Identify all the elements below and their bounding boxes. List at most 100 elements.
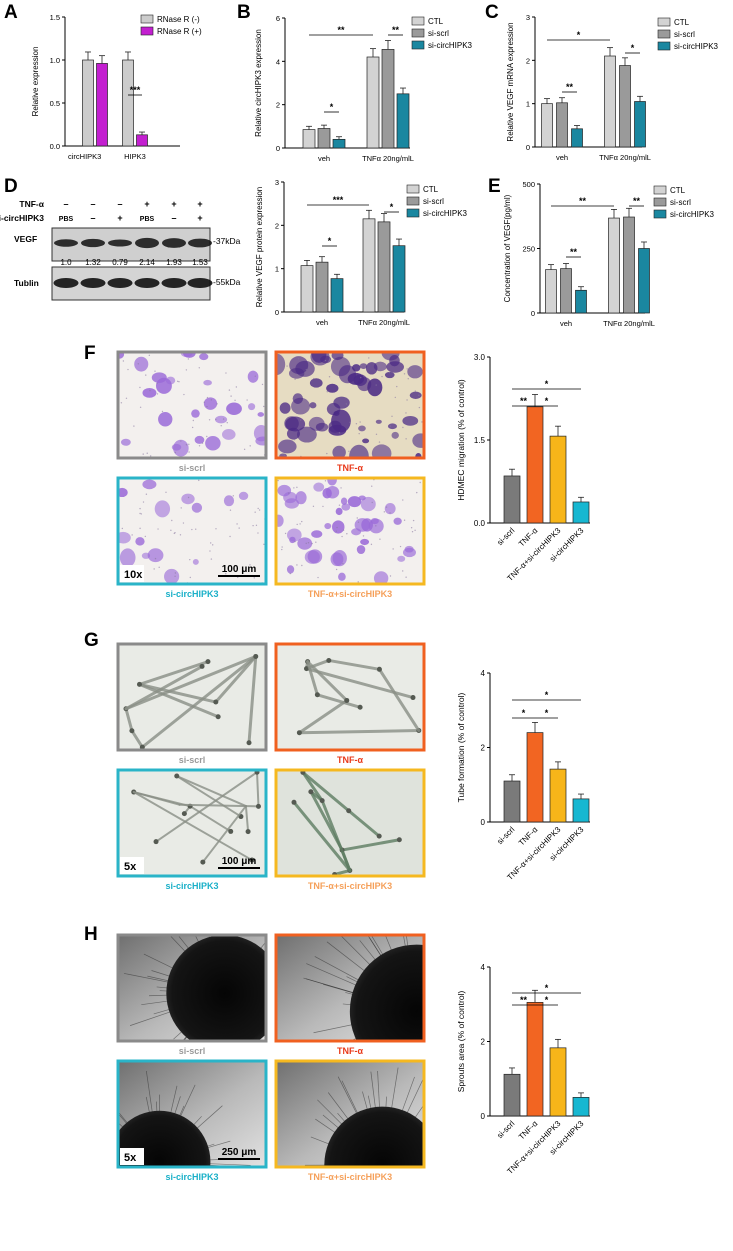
bar xyxy=(396,93,410,149)
legend-swatch xyxy=(140,26,154,36)
sprout xyxy=(154,1161,160,1167)
blot-row-label-si: si-circHIPK3 xyxy=(0,213,44,223)
tube-segment xyxy=(301,770,351,813)
pore-dot xyxy=(246,399,248,401)
panel-label-d: D xyxy=(4,176,18,197)
scale-bar-label: 100 μm xyxy=(222,856,257,867)
sprout xyxy=(416,1011,424,1022)
sprout xyxy=(416,1007,424,1012)
stained-cell xyxy=(257,412,265,417)
pore-dot xyxy=(414,390,417,392)
scale-bar-label: 250 μm xyxy=(222,1147,257,1158)
pore-dot xyxy=(263,405,265,408)
stained-cell xyxy=(279,402,291,414)
bar xyxy=(549,768,567,823)
pore-dot xyxy=(182,522,185,524)
blot-quant-value: 1.93 xyxy=(166,258,182,267)
x-tick-label: TNFα 20ng/mlL xyxy=(603,319,655,328)
sprout xyxy=(382,1164,387,1167)
tube-node xyxy=(410,695,416,701)
legend-label: si-scrl xyxy=(428,29,449,38)
blot-tnf-sign: – xyxy=(63,199,68,209)
stained-cell xyxy=(147,548,164,563)
stained-cell xyxy=(313,482,325,492)
stained-cell xyxy=(291,397,310,415)
stained-cell xyxy=(247,370,259,383)
tube-segment xyxy=(137,660,210,686)
sprout xyxy=(150,1161,160,1167)
pore-dot xyxy=(356,517,358,519)
stained-cell xyxy=(356,545,366,554)
significance-marker: ** xyxy=(579,196,587,206)
pore-dot xyxy=(161,410,164,413)
pore-dot xyxy=(301,564,303,567)
pore-dot xyxy=(140,513,143,515)
pore-dot xyxy=(142,501,145,503)
pore-dot xyxy=(322,505,324,508)
micrograph-label: TNF-α xyxy=(337,755,363,765)
pore-dot xyxy=(336,526,338,529)
pore-dot xyxy=(144,535,147,538)
pore-dot xyxy=(206,405,208,408)
pore-dot xyxy=(389,512,391,514)
pore-dot xyxy=(206,396,209,399)
pore-dot xyxy=(139,406,142,408)
y-tick-label: 0 xyxy=(481,1112,486,1121)
tube-segment xyxy=(130,729,144,749)
pore-dot xyxy=(145,374,147,376)
y-tick-label: 0 xyxy=(526,143,530,152)
stained-cell xyxy=(120,438,131,446)
pore-dot xyxy=(412,519,415,522)
sprout xyxy=(156,1161,160,1167)
micrograph-label: TNF-α+si-circHIPK3 xyxy=(308,881,392,891)
micrograph-content xyxy=(118,644,266,750)
pore-dot xyxy=(210,399,213,401)
stained-cell xyxy=(194,435,205,444)
stained-cell xyxy=(134,356,149,372)
pore-dot xyxy=(389,575,392,577)
significance-marker: ** xyxy=(520,995,528,1005)
legend-label: CTL xyxy=(428,17,444,26)
tube-node xyxy=(136,681,142,687)
pore-dot xyxy=(254,375,256,377)
pore-dot xyxy=(178,381,180,383)
stained-cell xyxy=(295,491,307,505)
pore-dot xyxy=(188,443,190,446)
y-tick-label: 4 xyxy=(481,963,486,972)
tube-node xyxy=(153,839,159,845)
panelA-chart: 0.0 0.5 1.0 1.5 Relative expression circHIPK3… xyxy=(31,13,202,161)
micrograph-label: TNF-α+si-circHIPK3 xyxy=(308,589,392,599)
tube-segment xyxy=(140,654,258,749)
micrograph-content xyxy=(276,1061,424,1167)
tube-node xyxy=(174,773,180,779)
kda-label-55: -55kDa xyxy=(213,277,241,287)
pore-dot xyxy=(180,507,182,509)
stained-cell xyxy=(171,443,182,451)
stained-cell xyxy=(215,415,228,424)
stained-cell xyxy=(308,416,325,431)
y-tick-label: 2 xyxy=(275,221,279,230)
pore-dot xyxy=(131,534,133,536)
pore-dot xyxy=(189,558,191,561)
significance-marker: * xyxy=(577,30,581,40)
pore-dot xyxy=(120,402,123,404)
y-tick-label: 500 xyxy=(522,180,535,189)
pore-dot xyxy=(348,450,350,453)
blot-si-sign: + xyxy=(117,213,122,223)
pore-dot xyxy=(174,575,176,577)
pore-dot xyxy=(297,358,300,360)
pore-dot xyxy=(402,570,404,572)
stained-cell xyxy=(154,500,171,518)
tube-segment xyxy=(340,838,401,852)
y-tick-label: 2 xyxy=(276,101,280,110)
panel-label-c: C xyxy=(485,2,499,23)
pore-dot xyxy=(286,365,288,367)
bar xyxy=(526,732,544,823)
micrograph-content xyxy=(276,644,424,750)
pore-dot xyxy=(185,369,188,371)
pore-dot xyxy=(301,520,303,523)
bar xyxy=(315,261,329,313)
stained-cell xyxy=(226,402,242,415)
pore-dot xyxy=(296,412,298,415)
x-tick-label: si-scrl xyxy=(495,1119,516,1140)
